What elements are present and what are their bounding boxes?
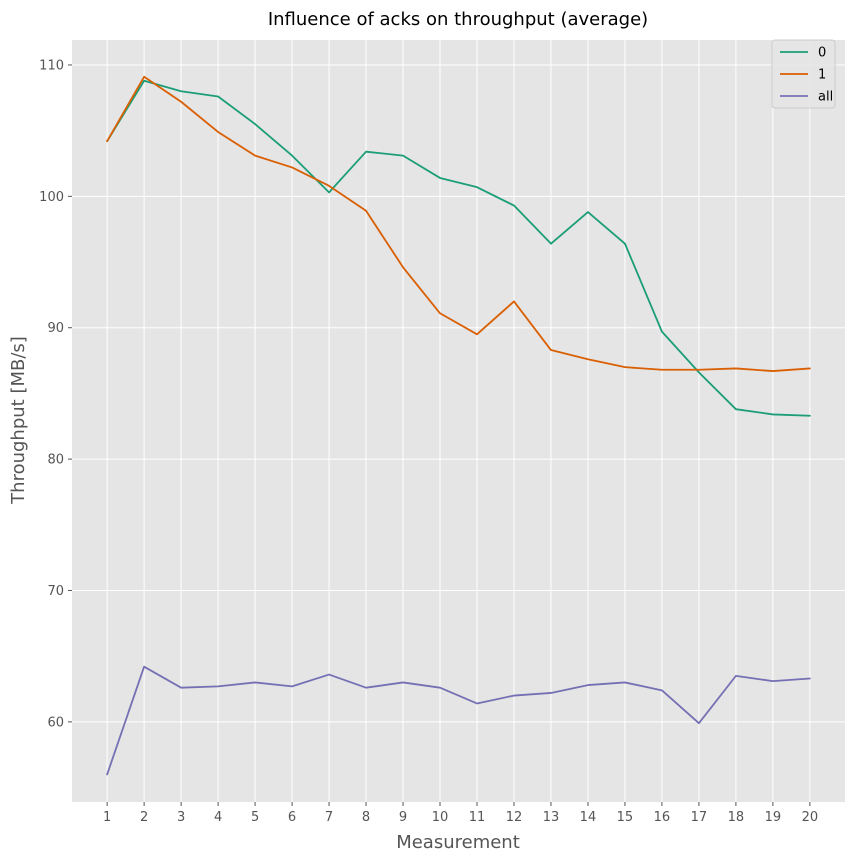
y-axis-title: Throughput [MB/s] <box>8 336 29 505</box>
legend: 0 1 all <box>771 39 836 109</box>
legend-label-1: 1 <box>818 68 826 83</box>
y-tick-label: 80 <box>47 453 64 468</box>
legend-label-0: 0 <box>818 46 826 61</box>
x-tick-label: 2 <box>140 810 148 825</box>
x-axis-title: Measurement <box>396 832 520 853</box>
x-tick-label: 15 <box>617 810 634 825</box>
grid-lines <box>72 40 845 802</box>
y-tick-label: 90 <box>47 321 64 336</box>
x-tick-label: 5 <box>251 810 259 825</box>
x-tick-label: 13 <box>543 810 560 825</box>
x-tick-label: 14 <box>580 810 597 825</box>
x-tick-label: 18 <box>728 810 745 825</box>
x-tick-label: 12 <box>506 810 523 825</box>
series-lines <box>106 75 811 776</box>
x-tick-label: 10 <box>432 810 449 825</box>
x-tick-label: 8 <box>362 810 370 825</box>
x-tick-label: 4 <box>214 810 222 825</box>
axis-ticks: 1 2 3 4 5 6 7 8 9 10 11 12 13 14 15 16 17 18 19 20607080901… <box>39 58 818 825</box>
x-tick-label: 1 <box>103 810 111 825</box>
plot-background <box>72 40 845 802</box>
series-line-1 <box>106 75 811 372</box>
legend-label-all: all <box>818 90 833 105</box>
y-tick-label: 60 <box>47 715 64 730</box>
x-tick-label: 6 <box>288 810 296 825</box>
x-tick-label: 11 <box>469 810 486 825</box>
x-tick-label: 19 <box>765 810 782 825</box>
x-tick-label: 17 <box>691 810 708 825</box>
x-tick-label: 3 <box>177 810 185 825</box>
x-tick-label: 20 <box>802 810 819 825</box>
y-tick-label: 110 <box>39 58 64 73</box>
x-tick-label: 7 <box>325 810 333 825</box>
y-tick-label: 100 <box>39 190 64 205</box>
x-tick-label: 16 <box>654 810 671 825</box>
series-line-0 <box>106 79 811 417</box>
series-line-all <box>106 665 811 776</box>
y-tick-label: 70 <box>47 584 64 599</box>
chart-title: Influence of acks on throughput (average… <box>268 9 648 30</box>
x-tick-label: 9 <box>399 810 407 825</box>
